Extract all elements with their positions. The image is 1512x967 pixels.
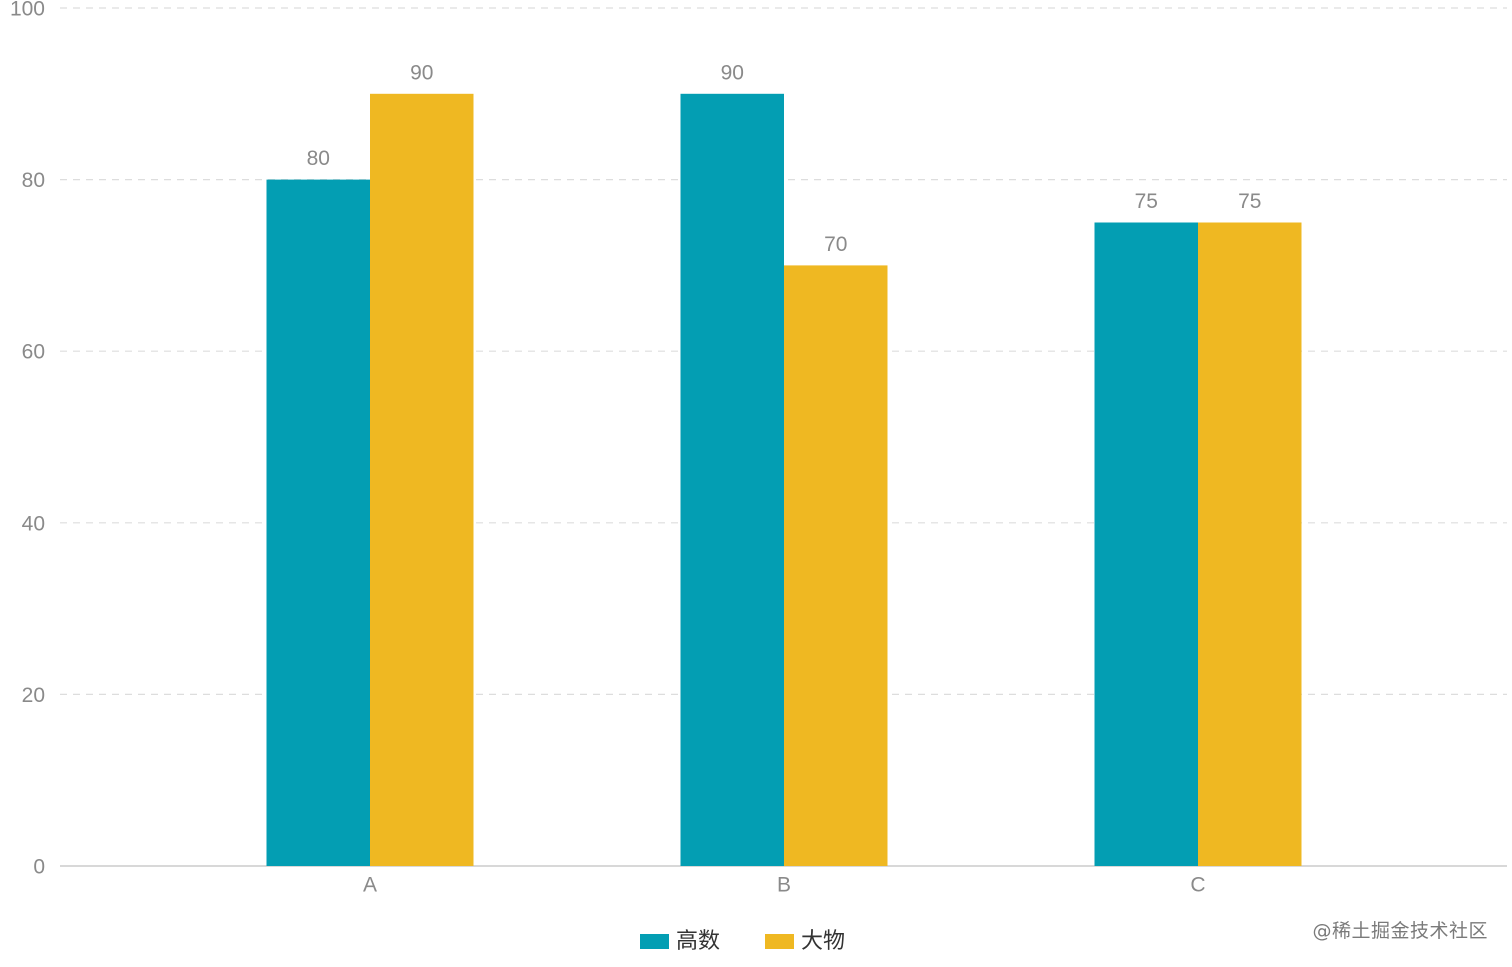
data-label: 75	[1135, 190, 1158, 213]
y-tick-label: 80	[22, 169, 45, 192]
legend-swatch[interactable]	[765, 934, 794, 949]
y-tick-label: 100	[10, 0, 45, 21]
y-tick-label: 20	[22, 684, 45, 707]
data-label: 70	[824, 233, 847, 256]
x-tick-label: A	[363, 874, 377, 897]
y-tick-label: 0	[33, 856, 45, 879]
data-label: 80	[307, 147, 330, 170]
data-label: 90	[721, 61, 744, 84]
watermark-text: @稀土掘金技术社区	[1312, 920, 1488, 942]
legend-label[interactable]: 高数	[676, 929, 720, 954]
x-tick-label: C	[1190, 874, 1205, 897]
bar-B-1[interactable]	[680, 93, 785, 867]
legend-swatch[interactable]	[640, 934, 669, 949]
y-tick-label: 60	[22, 341, 45, 364]
bar-B-2[interactable]	[784, 265, 888, 866]
legend-label[interactable]: 大物	[801, 929, 845, 954]
bar-A-2[interactable]	[370, 93, 474, 867]
bar-C-2[interactable]	[1198, 222, 1302, 867]
y-tick-label: 40	[22, 512, 45, 535]
data-label: 90	[410, 61, 433, 84]
x-tick-label: B	[777, 874, 791, 897]
bar-A-1[interactable]	[266, 179, 371, 867]
data-label: 75	[1238, 190, 1261, 213]
bar-C-1[interactable]	[1094, 222, 1199, 867]
